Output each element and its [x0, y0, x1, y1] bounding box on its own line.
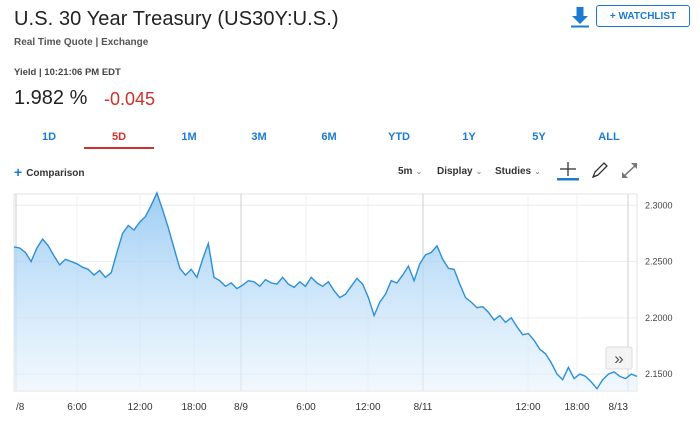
tab-5d[interactable]: 5D: [84, 128, 154, 149]
range-tabs: 1D 5D 1M 3M 6M YTD 1Y 5Y ALL: [14, 128, 646, 149]
x-tick-label: 12:00: [127, 402, 152, 413]
tab-6m[interactable]: 6M: [321, 131, 337, 143]
comparison-label: Comparison: [26, 168, 85, 179]
page-title: U.S. 30 Year Treasury (US30Y:U.S.): [14, 8, 339, 30]
x-tick-label: 6:00: [67, 402, 87, 413]
interval-dropdown[interactable]: 5m ⌄: [398, 166, 422, 177]
studies-label: Studies: [495, 166, 532, 177]
chevron-down-icon: ⌄: [415, 167, 423, 176]
interval-label: 5m: [398, 166, 413, 177]
quote-timestamp: Yield | 10:21:06 PM EDT: [14, 67, 121, 78]
chart-scroll-button[interactable]: »: [605, 346, 633, 370]
display-label: Display: [437, 166, 473, 177]
tab-3m[interactable]: 3M: [251, 131, 267, 143]
x-tick-label: 12:00: [515, 402, 540, 413]
studies-dropdown[interactable]: Studies ⌄: [495, 166, 541, 177]
chart-canvas[interactable]: /8 6:00 12:00 18:00 8/9 6:00 12:00 8/11 12:00 18:…: [0, 190, 700, 431]
plus-icon: +: [14, 164, 23, 180]
comparison-button[interactable]: + Comparison: [14, 164, 85, 180]
x-tick-label: 8/13: [609, 402, 629, 413]
watchlist-button[interactable]: + WATCHLIST: [596, 5, 690, 27]
chart-toolbar: + Comparison 5m ⌄ Display ⌄ Studies ⌄: [0, 160, 700, 184]
tab-all[interactable]: ALL: [598, 131, 620, 143]
x-tick-label: 18:00: [564, 402, 589, 413]
quote-source: Real Time Quote | Exchange: [14, 37, 149, 48]
tab-1m[interactable]: 1M: [181, 131, 197, 143]
x-tick-label: 6:00: [296, 402, 316, 413]
yield-change: -0.045: [104, 89, 156, 109]
x-tick-label: 8/11: [414, 402, 433, 413]
yield-chart[interactable]: /8 6:00 12:00 18:00 8/9 6:00 12:00 8/11 12:00 18:…: [0, 190, 700, 431]
x-tick-label: 8/9: [234, 402, 248, 413]
x-tick-label: /8: [16, 402, 25, 413]
display-dropdown[interactable]: Display ⌄: [437, 166, 482, 177]
y-tick-label: 2.3000: [645, 200, 673, 210]
chart-series-line: [13, 191, 638, 390]
expand-icon[interactable]: [618, 160, 642, 182]
pencil-icon[interactable]: [588, 160, 612, 182]
tab-5y[interactable]: 5Y: [532, 131, 546, 143]
download-icon[interactable]: [570, 6, 590, 28]
yield-price: 1.982 %: [14, 87, 88, 109]
chevron-down-icon: ⌄: [475, 167, 483, 176]
chart-area-fill: [14, 192, 637, 391]
x-tick-label: 18:00: [181, 402, 206, 413]
y-tick-label: 2.2500: [645, 257, 673, 267]
scroll-right-icon: »: [614, 349, 623, 368]
x-tick-label: 12:00: [355, 402, 380, 413]
tab-ytd[interactable]: YTD: [388, 131, 410, 143]
y-tick-label: 2.1500: [645, 369, 673, 379]
chevron-down-icon: ⌄: [534, 167, 541, 176]
tab-1y[interactable]: 1Y: [462, 131, 476, 143]
y-tick-label: 2.2000: [645, 313, 673, 323]
tab-1d[interactable]: 1D: [41, 131, 57, 143]
draw-line-icon[interactable]: [556, 160, 580, 182]
